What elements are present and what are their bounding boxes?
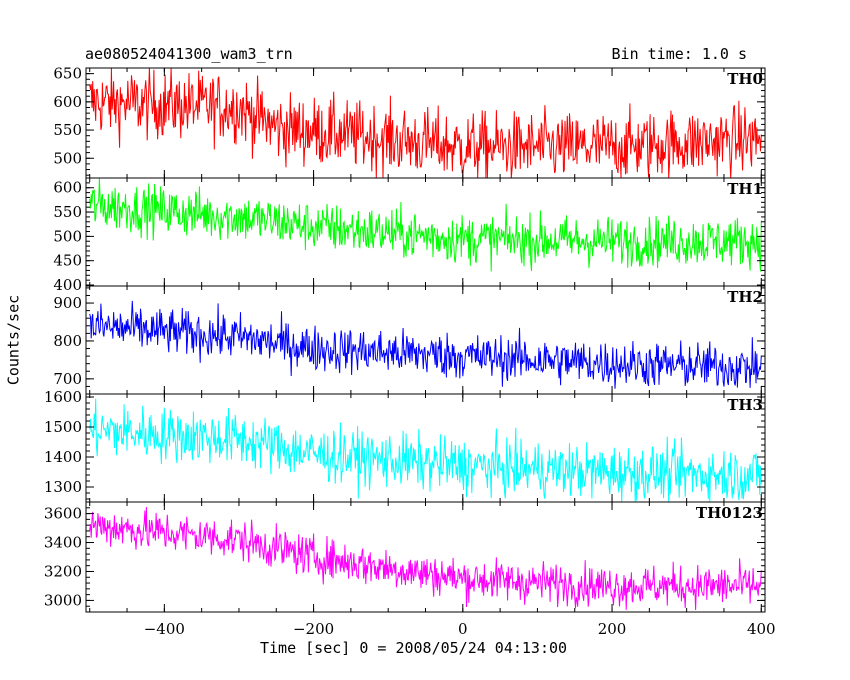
series-label-th0: TH0 <box>727 70 763 88</box>
series-line-th0 <box>89 67 762 179</box>
y-tick-label: 550 <box>53 203 82 221</box>
x-tick-label: −400 <box>144 620 185 638</box>
y-tick-label: 500 <box>53 227 82 245</box>
y-tick-label: 600 <box>53 93 82 111</box>
x-tick-label: 200 <box>598 620 627 638</box>
series-label-th3: TH3 <box>727 396 763 414</box>
bin-time-label: Bin time: 1.0 s <box>611 45 747 63</box>
series-label-th1: TH1 <box>727 180 763 198</box>
y-tick-label: 600 <box>53 179 82 197</box>
y-tick-label: 650 <box>53 65 82 83</box>
x-tick-label: −200 <box>293 620 334 638</box>
series-line-th3 <box>89 398 762 503</box>
x-axis-label: Time [sec] 0 = 2008/05/24 04:13:00 <box>260 639 568 657</box>
y-tick-label: 1600 <box>44 388 82 406</box>
y-tick-label: 3000 <box>44 591 82 609</box>
series-line-th1 <box>89 178 762 272</box>
y-tick-label: 550 <box>53 121 82 139</box>
y-tick-label: 3400 <box>44 534 82 552</box>
y-tick-label: 1300 <box>44 478 82 496</box>
y-tick-label: 450 <box>53 252 82 270</box>
x-tick-label: 400 <box>747 620 776 638</box>
y-tick-label: 400 <box>53 276 82 294</box>
y-tick-label: 1500 <box>44 418 82 436</box>
y-tick-label: 800 <box>53 332 82 350</box>
y-tick-label: 3200 <box>44 562 82 580</box>
y-tick-label: 700 <box>53 370 82 388</box>
series-line-th0123 <box>89 506 762 611</box>
y-tick-label: 500 <box>53 149 82 167</box>
x-tick-label: 0 <box>458 620 468 638</box>
y-axis-label: Counts/sec <box>4 294 23 386</box>
series-label-th0123: TH0123 <box>696 504 763 522</box>
y-tick-label: 900 <box>53 294 82 312</box>
series-line-th2 <box>89 300 762 389</box>
plot-title: ae080524041300_wam3_trn <box>85 45 293 63</box>
y-tick-label: 3600 <box>44 505 82 523</box>
series-label-th2: TH2 <box>727 288 763 306</box>
panel-frame-th0123 <box>85 501 766 613</box>
y-tick-label: 1400 <box>44 448 82 466</box>
